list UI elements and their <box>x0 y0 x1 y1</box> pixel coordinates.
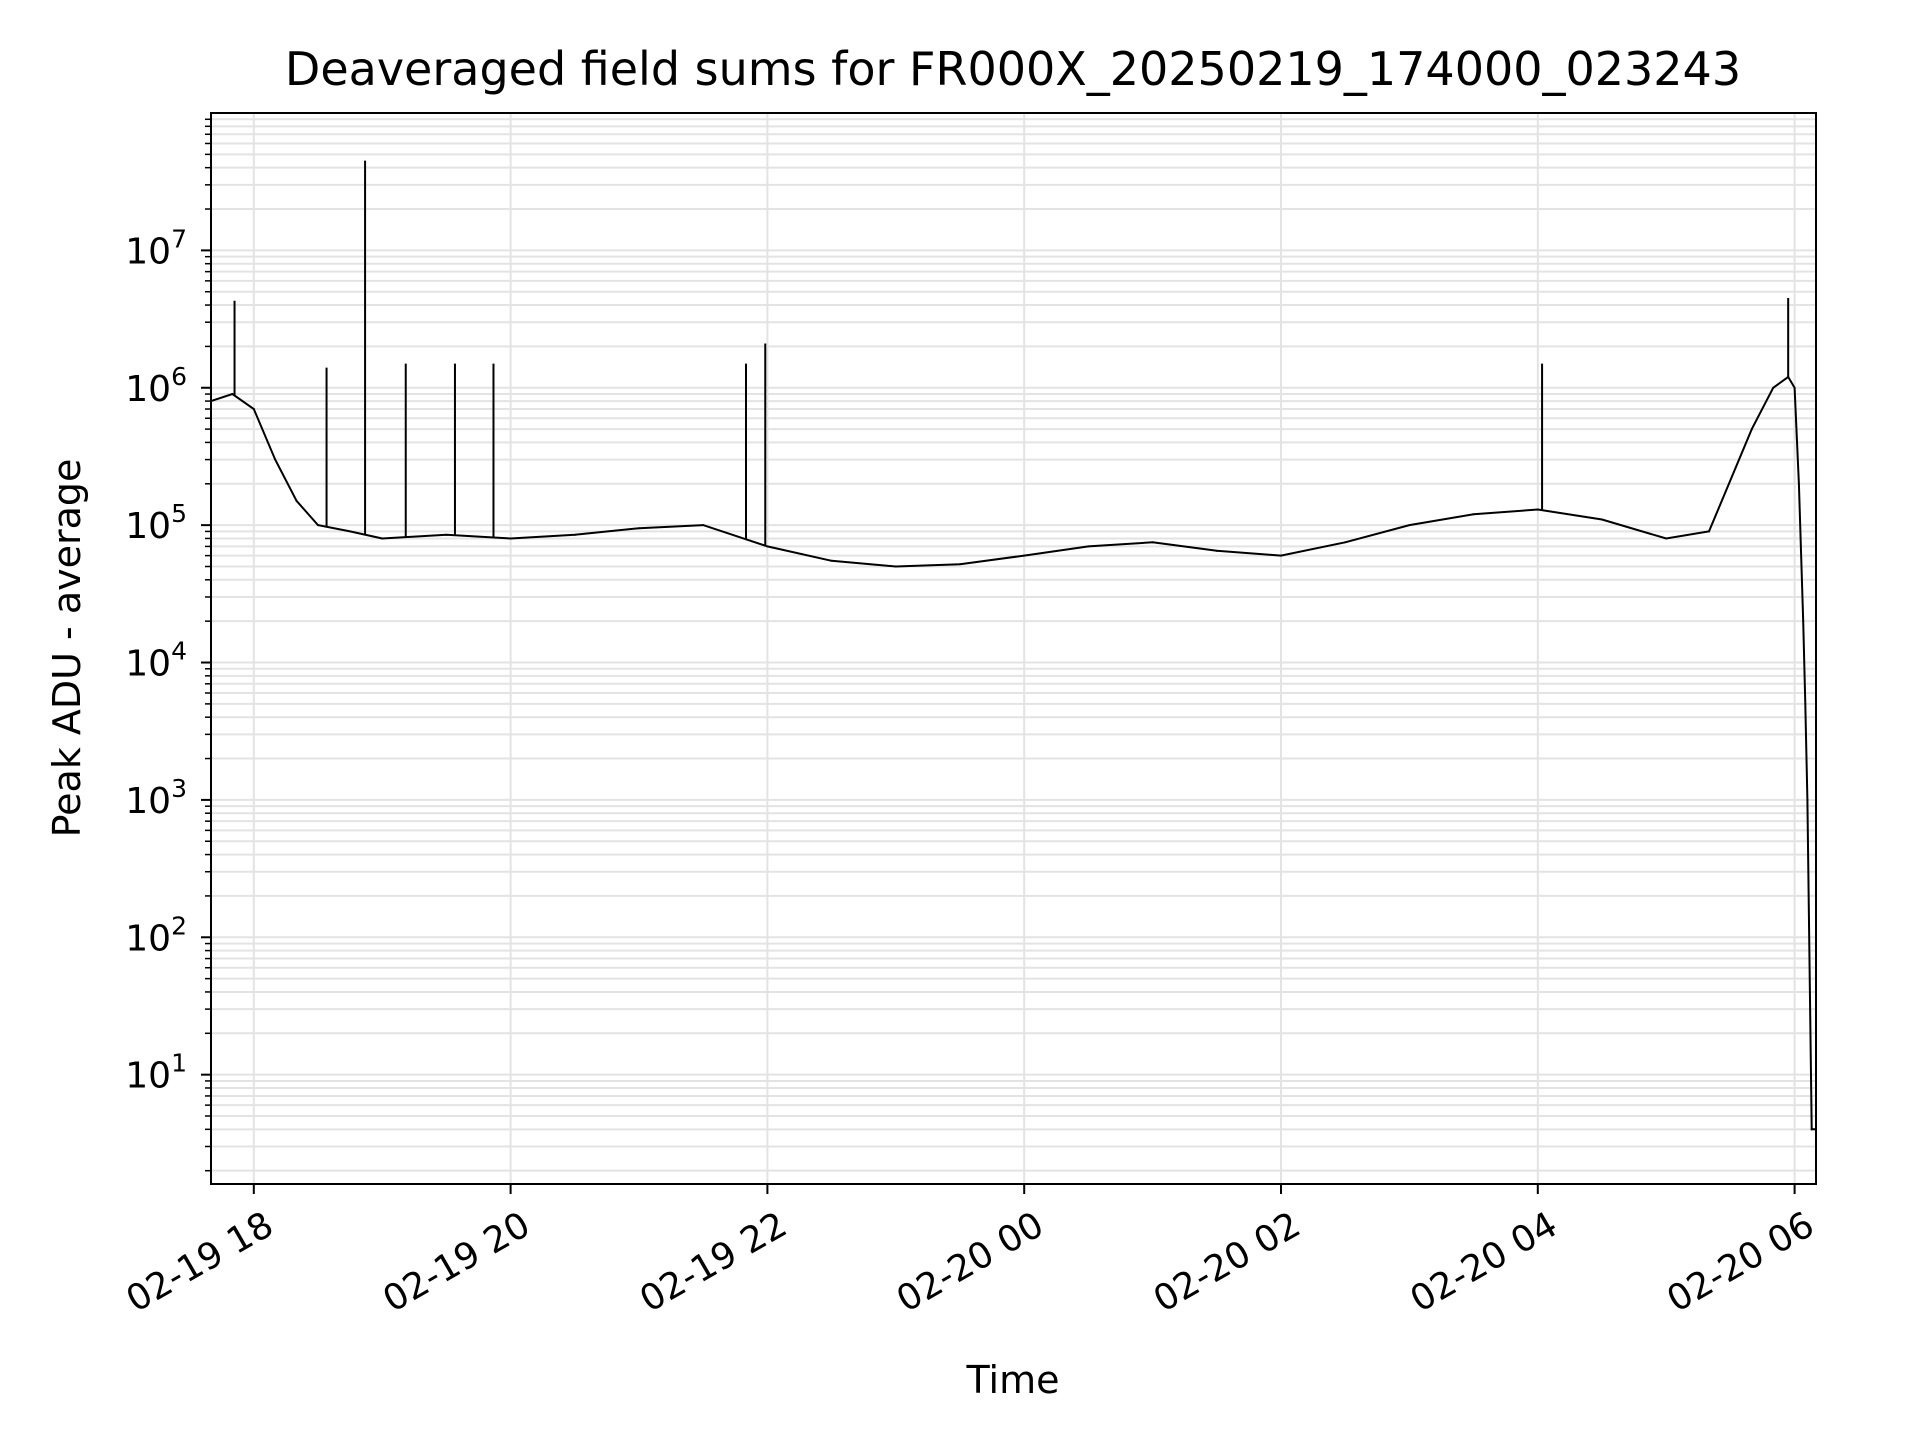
series-point <box>252 408 255 411</box>
x-axis-label: Time <box>966 1358 1060 1402</box>
series-point <box>1802 620 1805 623</box>
y-tick-label-base: 10 <box>125 781 171 822</box>
y-tick-label-base: 10 <box>125 644 171 685</box>
series-point <box>830 559 833 562</box>
series-point <box>1797 482 1800 485</box>
series-point <box>1810 1128 1813 1131</box>
series-point <box>349 530 352 533</box>
series-point <box>1215 549 1218 552</box>
y-tick-label-exponent: 1 <box>171 1049 187 1078</box>
series-point <box>766 545 769 548</box>
y-tick-label: 102 <box>125 911 187 959</box>
y-tick-label-base: 10 <box>125 918 171 959</box>
grid-layer <box>211 113 1816 1184</box>
series-point <box>317 524 319 527</box>
y-tick-label-exponent: 2 <box>171 911 187 940</box>
y-tick-label-base: 10 <box>125 1056 171 1097</box>
series-point <box>894 565 897 568</box>
series-point <box>1280 554 1282 557</box>
y-tick-label-exponent: 6 <box>171 362 187 391</box>
series-point <box>509 537 512 540</box>
y-tick-label-base: 10 <box>125 369 171 410</box>
x-tick-label: 02-19 18 <box>120 1204 281 1320</box>
y-tick-label: 107 <box>125 224 187 272</box>
series-point <box>1408 524 1411 527</box>
y-tick-label-exponent: 5 <box>171 499 187 528</box>
series-point <box>231 393 234 396</box>
y-tick-label-base: 10 <box>125 506 171 547</box>
y-tick-label: 104 <box>125 637 187 685</box>
series-point <box>381 537 384 540</box>
series-point <box>1708 530 1710 533</box>
series-point <box>1772 386 1775 389</box>
series-line <box>210 375 1816 1131</box>
y-tick-label: 105 <box>125 499 187 547</box>
series-point <box>638 527 640 530</box>
series-point <box>1601 518 1603 521</box>
series-point <box>295 499 298 502</box>
y-tick-label-exponent: 4 <box>171 637 187 666</box>
series-point <box>1804 702 1807 705</box>
series-point <box>1023 554 1026 557</box>
series-point <box>1806 798 1809 801</box>
x-tick-label: 02-20 00 <box>890 1204 1051 1320</box>
series-point <box>1793 386 1796 389</box>
y-tick-label-base: 10 <box>125 231 171 272</box>
y-tick-label: 103 <box>125 774 187 822</box>
y-tick-label: 106 <box>125 362 187 410</box>
x-tick-label: 02-20 02 <box>1147 1204 1308 1320</box>
series-point <box>1087 545 1090 548</box>
series-point <box>1536 508 1539 511</box>
x-tick-label: 02-20 06 <box>1660 1204 1821 1320</box>
series-point <box>702 524 705 527</box>
y-tick-label-exponent: 7 <box>171 224 187 253</box>
y-axis-label: Peak ADU - average <box>45 459 89 838</box>
x-tick-label: 02-19 20 <box>376 1204 537 1320</box>
x-tick-label: 02-19 22 <box>633 1204 794 1320</box>
series-point <box>274 458 277 461</box>
series-point <box>959 563 961 566</box>
series-point <box>1750 428 1753 431</box>
x-tick-layer: 02-19 18 02-19 20 02-19 22 02-20 00 02-20 02… <box>120 1184 1821 1321</box>
series-point <box>1665 537 1668 540</box>
y-tick-label: 101 <box>125 1049 187 1097</box>
plot-frame <box>210 112 1817 1185</box>
data-layer <box>210 160 1817 1131</box>
series-point <box>573 533 576 536</box>
y-tick-label-exponent: 3 <box>171 774 187 803</box>
series-point <box>1344 541 1347 544</box>
x-tick-label: 02-20 04 <box>1404 1204 1565 1320</box>
chart-title: Deaveraged field sums for FR000X_2025021… <box>285 42 1741 96</box>
series-point <box>1151 541 1154 544</box>
series-point <box>1472 513 1475 516</box>
series-point <box>445 533 448 536</box>
